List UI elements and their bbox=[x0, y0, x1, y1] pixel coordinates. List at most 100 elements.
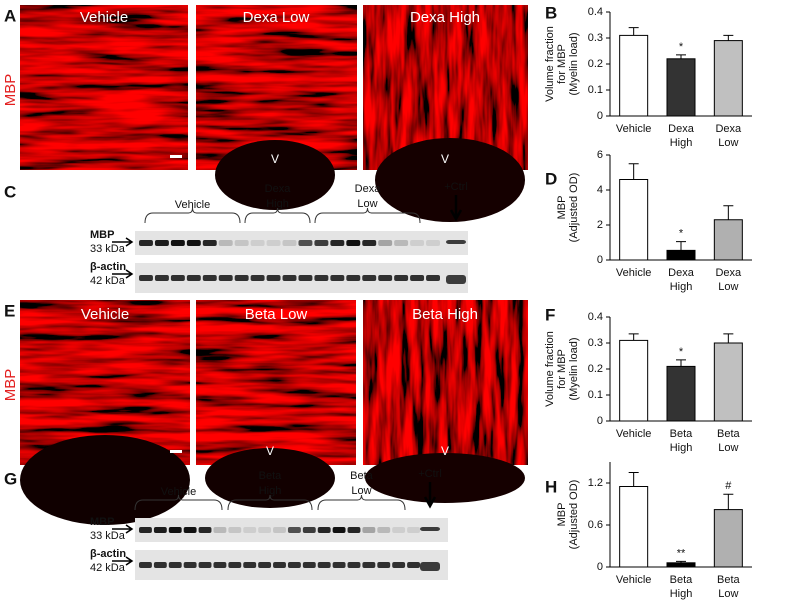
ventricle-label: V bbox=[271, 152, 279, 166]
error-bar bbox=[723, 205, 734, 220]
y-tick-label: 0.4 bbox=[588, 6, 603, 18]
y-tick-label: 0 bbox=[597, 561, 603, 573]
x-tick-label: High bbox=[670, 442, 693, 454]
blot-band bbox=[410, 240, 425, 246]
blot-band bbox=[420, 562, 440, 571]
blot-band bbox=[302, 562, 316, 568]
size-label: 42 kDa bbox=[90, 562, 126, 574]
protein-label: β-actin bbox=[90, 261, 126, 273]
micrograph bbox=[20, 5, 188, 170]
blot-band bbox=[378, 240, 393, 246]
y-tick-label: 0.6 bbox=[588, 519, 603, 531]
error-bar bbox=[723, 493, 734, 510]
y-axis-label: Volume fraction bbox=[544, 26, 556, 102]
error-bar bbox=[628, 472, 639, 487]
blot-band bbox=[362, 275, 377, 281]
blot-band bbox=[139, 527, 152, 533]
x-tick-label: Beta bbox=[670, 574, 694, 586]
blot-band bbox=[410, 275, 425, 281]
y-axis-label: (Myelin load) bbox=[568, 338, 580, 401]
image-label: Vehicle bbox=[80, 9, 128, 26]
blot-band bbox=[218, 240, 233, 246]
error-bar bbox=[676, 359, 686, 367]
y-tick-label: 0.3 bbox=[588, 32, 603, 44]
blot-band bbox=[394, 240, 409, 246]
error-bar bbox=[723, 333, 734, 343]
image-label: Dexa High bbox=[410, 9, 480, 26]
size-label: 33 kDa bbox=[90, 243, 126, 255]
bar bbox=[713, 40, 743, 117]
micrograph bbox=[363, 300, 528, 465]
blot-band bbox=[302, 527, 316, 533]
micrographs-e bbox=[20, 300, 528, 525]
significance-mark: * bbox=[679, 41, 684, 53]
blot-band bbox=[330, 240, 345, 246]
x-tick-label: Beta bbox=[670, 428, 694, 440]
y-axis-label: MBP bbox=[556, 503, 568, 527]
control-label: +Ctrl bbox=[444, 181, 468, 193]
panel-letter: F bbox=[545, 305, 555, 324]
ventricle-label: V bbox=[441, 444, 449, 458]
panel-letter: G bbox=[4, 469, 17, 488]
blot-band bbox=[218, 275, 233, 281]
blot-band bbox=[228, 562, 242, 568]
error-bar bbox=[676, 241, 686, 251]
blot-band bbox=[347, 527, 361, 533]
blot-band bbox=[250, 275, 265, 281]
group-label: High bbox=[266, 198, 289, 210]
x-tick-label: Vehicle bbox=[616, 428, 651, 440]
protein-label: MBP bbox=[90, 229, 114, 241]
blot-band bbox=[330, 275, 345, 281]
blot-band bbox=[287, 562, 301, 568]
y-tick-label: 0 bbox=[597, 415, 603, 427]
significance-mark: * bbox=[679, 346, 684, 358]
control-label: +Ctrl bbox=[418, 468, 442, 480]
blot-band bbox=[377, 527, 391, 533]
y-tick-label: 0 bbox=[597, 110, 603, 122]
blot-band bbox=[186, 240, 201, 246]
bracket bbox=[314, 207, 421, 224]
protein-label: β-actin bbox=[90, 548, 126, 560]
y-tick-label: 2 bbox=[597, 219, 603, 231]
blot-band bbox=[346, 240, 361, 246]
blot-band bbox=[266, 240, 281, 246]
ventricle bbox=[205, 448, 335, 508]
y-tick-label: 4 bbox=[597, 184, 603, 196]
arrow bbox=[112, 556, 134, 566]
bar bbox=[666, 562, 696, 568]
x-tick-label: Low bbox=[718, 137, 738, 149]
blot-band bbox=[420, 527, 440, 531]
bar bbox=[713, 509, 743, 568]
blot-band bbox=[282, 275, 297, 281]
blot-band bbox=[234, 240, 249, 246]
bar bbox=[619, 34, 649, 117]
blot-band bbox=[168, 527, 182, 533]
y-tick-label: 0.2 bbox=[588, 363, 603, 375]
arrow bbox=[112, 524, 134, 534]
error-bar bbox=[676, 560, 686, 563]
panel-letter: H bbox=[545, 477, 557, 496]
error-bar bbox=[723, 34, 734, 41]
error-bar bbox=[628, 27, 639, 36]
y-tick-label: 0.1 bbox=[588, 389, 603, 401]
size-label: 33 kDa bbox=[90, 530, 126, 542]
y-tick-label: 0 bbox=[597, 254, 603, 266]
blot-band bbox=[213, 527, 227, 533]
bar bbox=[619, 486, 649, 568]
blot-band bbox=[198, 562, 212, 568]
blot-band bbox=[446, 240, 466, 244]
group-label: Vehicle bbox=[161, 486, 196, 498]
significance-mark: * bbox=[679, 228, 684, 240]
x-tick-label: Low bbox=[718, 442, 738, 454]
blot-band bbox=[153, 562, 167, 568]
image-label: Beta High bbox=[412, 306, 478, 323]
x-tick-label: Beta bbox=[717, 428, 741, 440]
arrow bbox=[423, 482, 437, 509]
group-label: Beta bbox=[259, 470, 283, 482]
x-tick-label: High bbox=[670, 588, 693, 600]
y-axis-label: (Adjusted OD) bbox=[568, 173, 580, 243]
blot-band bbox=[266, 275, 281, 281]
y-axis-label: MBP bbox=[556, 196, 568, 220]
blot-band bbox=[170, 275, 185, 281]
bar bbox=[713, 342, 743, 422]
